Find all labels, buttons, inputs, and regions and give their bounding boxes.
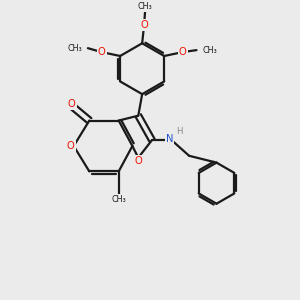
Text: CH₃: CH₃: [202, 46, 217, 55]
Text: O: O: [68, 99, 76, 109]
Text: CH₃: CH₃: [111, 195, 126, 204]
Text: O: O: [67, 141, 75, 151]
Text: H: H: [176, 127, 183, 136]
Text: CH₃: CH₃: [67, 44, 82, 53]
Text: O: O: [98, 47, 105, 57]
Text: O: O: [134, 156, 142, 166]
Text: N: N: [166, 134, 173, 144]
Text: O: O: [140, 20, 148, 30]
Text: CH₃: CH₃: [138, 2, 152, 10]
Text: O: O: [179, 47, 187, 57]
